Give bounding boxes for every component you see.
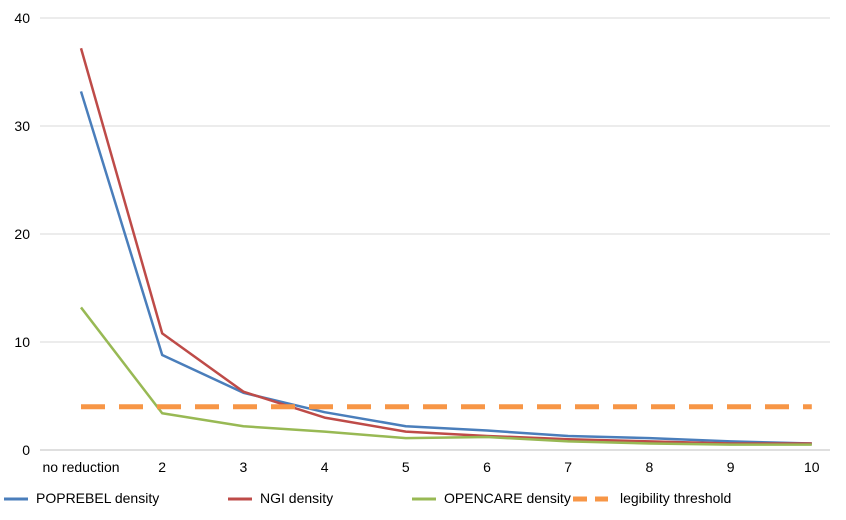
series-opencare-density: [81, 307, 812, 444]
y-axis: 0 10 20 30 40: [14, 10, 30, 458]
x-tick-label: 10: [804, 459, 820, 475]
series-line: [81, 91, 812, 443]
series-poprebel-density: [81, 91, 812, 443]
x-axis: no reduction 2 3 4 5 6 7 8 9 10: [42, 459, 819, 475]
x-tick-label: 5: [402, 459, 410, 475]
legend-label: NGI density: [260, 490, 333, 506]
legend-label: legibility threshold: [620, 490, 731, 506]
legend: POPREBEL density NGI density OPENCARE dens…: [4, 490, 731, 506]
legend-label: POPREBEL density: [36, 490, 159, 506]
legend-label: OPENCARE density: [444, 490, 571, 506]
legend-item: legibility threshold: [573, 490, 731, 506]
y-tick-label: 0: [22, 442, 30, 458]
grid-lines: [40, 18, 830, 450]
y-tick-label: 20: [14, 226, 30, 242]
plot-area: [81, 48, 812, 444]
legend-item: OPENCARE density: [412, 490, 571, 506]
series-ngi-density: [81, 48, 812, 443]
series-line: [81, 48, 812, 443]
y-tick-label: 40: [14, 10, 30, 26]
legend-item: POPREBEL density: [4, 490, 159, 506]
x-tick-label: 6: [483, 459, 491, 475]
x-tick-label: 9: [727, 459, 735, 475]
x-tick-label: 3: [240, 459, 248, 475]
legend-item: NGI density: [228, 490, 333, 506]
y-tick-label: 10: [14, 334, 30, 350]
x-tick-label: 7: [564, 459, 572, 475]
x-tick-label: 2: [158, 459, 166, 475]
x-tick-label: 8: [646, 459, 654, 475]
series-line: [81, 307, 812, 444]
x-tick-label: no reduction: [42, 459, 119, 475]
y-tick-label: 30: [14, 118, 30, 134]
x-tick-label: 4: [321, 459, 329, 475]
